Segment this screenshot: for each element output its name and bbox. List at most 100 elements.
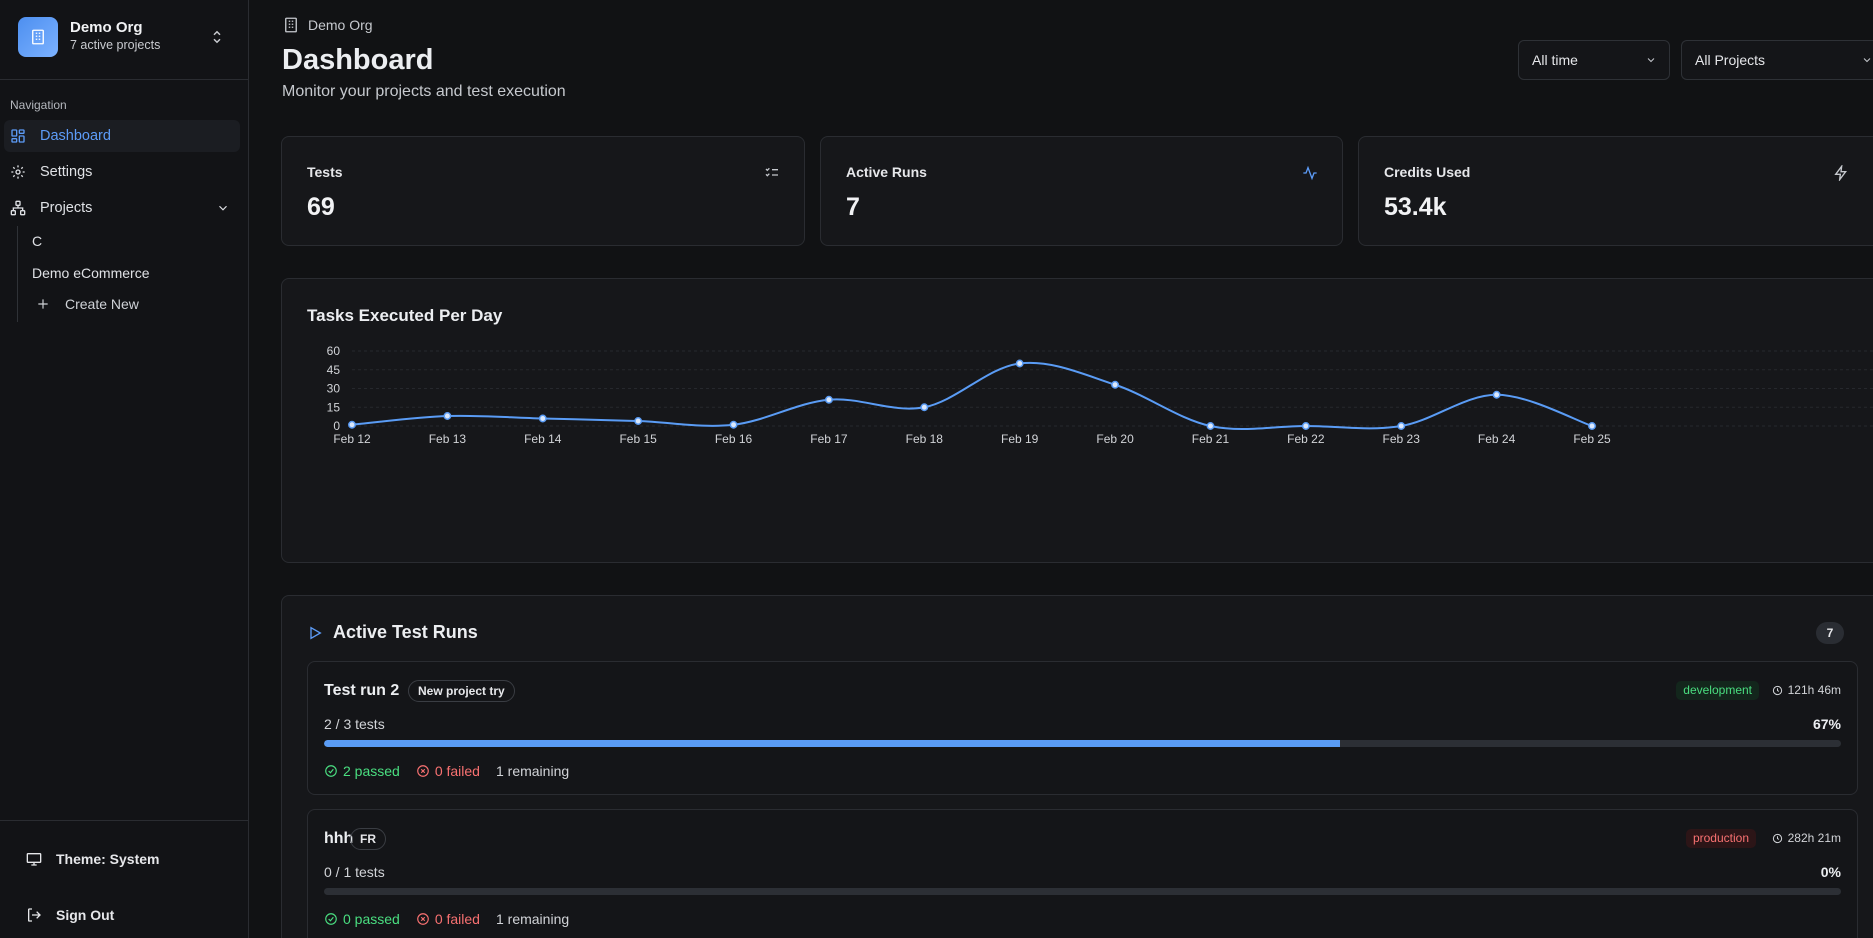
remaining-count: 1 remaining bbox=[495, 763, 570, 779]
chevron-down-icon[interactable] bbox=[216, 201, 230, 215]
run-progress-text: 2 / 3 tests bbox=[324, 716, 385, 732]
data-point[interactable] bbox=[824, 395, 833, 404]
x-tick-label: Feb 23 bbox=[1383, 432, 1421, 446]
run-card[interactable]: hhh FR production 282h 21m 0 / 1 tests 0… bbox=[307, 809, 1858, 938]
run-stats: 0 passed 0 failed 1 remaining bbox=[324, 911, 585, 927]
active-runs-heading: Active Test Runs bbox=[307, 622, 478, 643]
y-tick-label: 15 bbox=[327, 400, 341, 414]
sidebar-footer: Theme: System Sign Out bbox=[0, 820, 248, 938]
failed-count: 0 failed bbox=[416, 763, 480, 779]
series-line bbox=[351, 361, 1593, 431]
sidebar-item-label: Projects bbox=[40, 200, 93, 216]
project-select[interactable]: All Projects bbox=[1681, 40, 1873, 80]
plus-icon bbox=[38, 299, 48, 309]
time-range-select[interactable]: All time bbox=[1518, 40, 1670, 80]
data-point[interactable] bbox=[1111, 380, 1120, 389]
zap-icon bbox=[1834, 165, 1847, 181]
sidebar-item-settings[interactable]: Settings bbox=[4, 156, 240, 188]
x-tick-label: Feb 12 bbox=[333, 432, 371, 446]
x-circle-icon bbox=[416, 765, 429, 777]
x-tick-label: Feb 18 bbox=[906, 432, 944, 446]
org-name: Demo Org bbox=[70, 19, 143, 36]
active-runs-title: Active Test Runs bbox=[333, 622, 478, 642]
remaining-count: 1 remaining bbox=[495, 911, 570, 927]
building-icon bbox=[285, 17, 297, 33]
tasks-chart-card: Tasks Executed Per Day 0 15 30 45 60 Feb 12 Fe… bbox=[281, 278, 1873, 563]
sidebar-item-projects[interactable]: Projects bbox=[4, 192, 240, 224]
active-runs-card: Active Test Runs 7 Test run 2 New projec… bbox=[281, 595, 1873, 938]
data-point[interactable] bbox=[1206, 422, 1215, 430]
run-percent: 0% bbox=[1820, 864, 1841, 880]
duration-text: 121h 46m bbox=[1787, 683, 1841, 697]
environment-badge: production bbox=[1685, 829, 1756, 848]
breadcrumb-org[interactable]: Demo Org bbox=[308, 17, 373, 33]
project-item-demo-ecommerce[interactable]: Demo eCommerce bbox=[32, 265, 150, 281]
org-switcher[interactable]: Demo Org 7 active projects bbox=[0, 0, 248, 80]
x-tick-label: Feb 17 bbox=[810, 432, 848, 446]
failed-text: 0 failed bbox=[434, 911, 480, 927]
create-project-button[interactable]: Create New bbox=[36, 296, 139, 312]
run-name: Test run 2 bbox=[324, 682, 400, 699]
tree-line bbox=[17, 226, 18, 322]
data-point[interactable] bbox=[634, 417, 643, 425]
data-point[interactable] bbox=[1301, 422, 1310, 430]
x-tick-label: Feb 16 bbox=[715, 432, 753, 446]
nav-heading: Navigation bbox=[10, 98, 67, 112]
stat-card-credits: Credits Used 53.4k bbox=[1358, 136, 1873, 246]
x-tick-label: Feb 15 bbox=[619, 432, 657, 446]
chevrons-up-down-icon[interactable] bbox=[208, 28, 226, 46]
sidebar-item-label: Settings bbox=[40, 164, 93, 180]
stat-label: Credits Used bbox=[1384, 164, 1471, 180]
check-circle-icon bbox=[325, 913, 337, 925]
sidebar-item-dashboard[interactable]: Dashboard bbox=[4, 120, 240, 152]
project-select-value: All Projects bbox=[1695, 52, 1766, 68]
data-point[interactable] bbox=[1397, 422, 1406, 430]
data-point[interactable] bbox=[348, 420, 356, 429]
x-tick-label: Feb 13 bbox=[429, 432, 467, 446]
x-tick-label: Feb 19 bbox=[1001, 432, 1039, 446]
stat-label: Tests bbox=[307, 164, 343, 180]
run-duration: 121h 46m bbox=[1772, 683, 1841, 697]
passed-count: 2 passed bbox=[324, 763, 400, 779]
chevron-down-icon bbox=[1647, 58, 1655, 63]
activity-icon bbox=[1303, 165, 1317, 181]
y-tick-label: 60 bbox=[327, 344, 341, 358]
project-tag: New project try bbox=[408, 680, 515, 702]
data-point[interactable] bbox=[1588, 422, 1596, 430]
page-subtitle: Monitor your projects and test execution bbox=[282, 83, 566, 100]
breadcrumb: Demo Org bbox=[282, 16, 373, 34]
project-item-c[interactable]: C bbox=[32, 233, 43, 249]
passed-count: 0 passed bbox=[324, 911, 400, 927]
sign-out-label: Sign Out bbox=[56, 907, 115, 923]
play-icon bbox=[310, 626, 322, 639]
data-point[interactable] bbox=[920, 403, 929, 412]
progress-bar bbox=[324, 888, 1841, 895]
data-point[interactable] bbox=[1492, 390, 1501, 399]
theme-toggle[interactable]: Theme: System bbox=[26, 851, 159, 867]
x-circle-icon bbox=[416, 913, 429, 925]
time-range-value: All time bbox=[1532, 52, 1578, 68]
x-tick-label: Feb 24 bbox=[1478, 432, 1516, 446]
run-name: hhh bbox=[324, 830, 354, 847]
passed-text: 0 passed bbox=[343, 911, 400, 927]
data-point[interactable] bbox=[443, 412, 452, 420]
sidebar: Demo Org 7 active projects Navigation Da… bbox=[0, 0, 249, 938]
network-icon bbox=[10, 200, 26, 216]
page-title: Dashboard bbox=[282, 44, 434, 76]
stat-value: 7 bbox=[846, 193, 860, 221]
building-icon bbox=[32, 29, 44, 45]
data-point[interactable] bbox=[729, 420, 738, 429]
data-point[interactable] bbox=[538, 414, 547, 423]
run-stats: 2 passed 0 failed 1 remaining bbox=[324, 763, 585, 779]
stat-card-active-runs: Active Runs 7 bbox=[820, 136, 1343, 246]
progress-bar-fill bbox=[324, 740, 1341, 747]
active-runs-count-badge: 7 bbox=[1816, 622, 1844, 644]
sign-out-button[interactable]: Sign Out bbox=[26, 907, 114, 923]
data-point[interactable] bbox=[1015, 359, 1024, 368]
create-project-label: Create New bbox=[65, 296, 139, 312]
log-out-icon bbox=[28, 908, 41, 922]
layout-grid-icon bbox=[11, 129, 25, 143]
run-percent: 67% bbox=[1812, 716, 1841, 732]
x-tick-label: Feb 20 bbox=[1096, 432, 1134, 446]
run-card[interactable]: Test run 2 New project try development 1… bbox=[307, 661, 1858, 795]
